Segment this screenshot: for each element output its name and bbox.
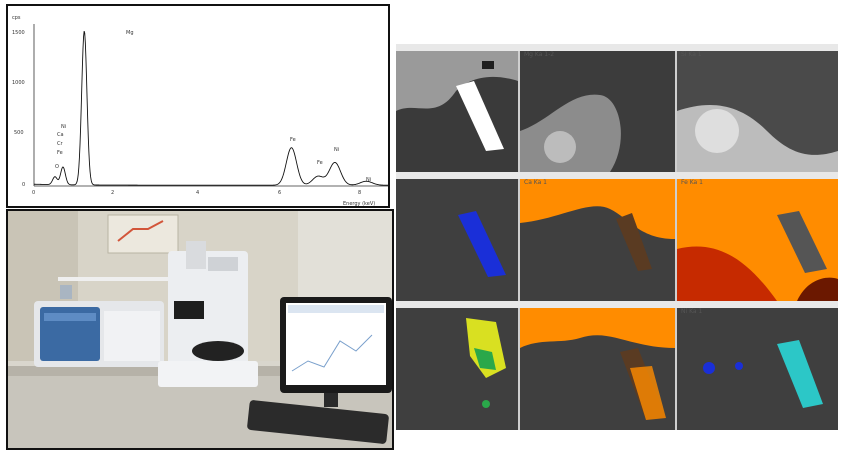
- peak-label: Cr: [57, 141, 63, 147]
- map-tile-label: Fe Ka 1: [681, 179, 703, 186]
- x-tick-label: 8: [358, 190, 361, 196]
- eds-spectrum-chart: cps 1500 1000 500 0 0 2 4 6 8 Energy (ke…: [6, 4, 390, 208]
- x-tick-label: 6: [278, 190, 281, 196]
- map-tile-image: [396, 308, 518, 430]
- map-tile-5: Ca Ka 1: [520, 179, 675, 301]
- map-row-divider: [396, 301, 838, 308]
- map-tile-2: Mg Ka 1-2: [520, 51, 675, 172]
- map-tile-9: Ni Ka 1: [677, 308, 838, 430]
- x-axis-unit: Energy (keV): [343, 201, 375, 207]
- map-tile-image: [520, 308, 675, 430]
- map-tile-label: Mg Ka 1-2: [524, 51, 555, 58]
- map-tile-label: Ca Ka 1: [524, 179, 548, 186]
- map-tile-image: [396, 179, 518, 301]
- map-tile-8: [520, 308, 675, 430]
- map-tile-image: [677, 51, 838, 172]
- x-tick-label: 0: [32, 190, 35, 196]
- spectrum-svg: cps 1500 1000 500 0 0 2 4 6 8 Energy (ke…: [12, 15, 388, 207]
- peak-label: Mg: [126, 30, 134, 36]
- x-tick-label: 2: [111, 190, 114, 196]
- map-tile-image: [677, 179, 838, 301]
- map-tile-label: Si Ka 1: [681, 51, 702, 58]
- photo-illustration: [8, 211, 392, 448]
- map-row-divider: [396, 44, 838, 51]
- map-tile-image: [520, 51, 675, 172]
- peak-label: Ni: [61, 124, 66, 130]
- y-tick-label: 0: [22, 182, 25, 188]
- peak-label: Ni: [334, 147, 339, 153]
- peak-label: Fe: [317, 160, 323, 166]
- ftir-instrument-photo: [6, 209, 394, 450]
- peak-label: O: [55, 164, 59, 170]
- peak-label: Fe: [57, 150, 63, 156]
- map-tile-image: [520, 179, 675, 301]
- x-tick-label: 4: [196, 190, 199, 196]
- spectrum-curve: [33, 30, 388, 186]
- y-tick-label: cps: [12, 15, 21, 21]
- map-tile-label: Ni Ka 1: [681, 308, 703, 315]
- y-tick-label: 1000: [12, 80, 25, 86]
- map-tile-image: [677, 308, 838, 430]
- y-tick-label: 500: [14, 130, 24, 136]
- map-tile-image: [396, 51, 518, 172]
- peak-label: Ni: [366, 177, 371, 183]
- map-tile-6: Fe Ka 1: [677, 179, 838, 301]
- peak-label: Fe: [290, 137, 296, 143]
- y-tick-label: 1500: [12, 30, 25, 36]
- peak-label: Ca: [57, 132, 64, 138]
- map-tile-4: [396, 179, 518, 301]
- map-tile-1: [396, 51, 518, 172]
- map-tile-7: [396, 308, 518, 430]
- map-tile-3: Si Ka 1: [677, 51, 838, 172]
- map-row-divider: [396, 172, 838, 179]
- element-map-grid: Mg Ka 1-2 Si Ka 1 Ca Ka 1 Fe Ka 1: [396, 44, 838, 430]
